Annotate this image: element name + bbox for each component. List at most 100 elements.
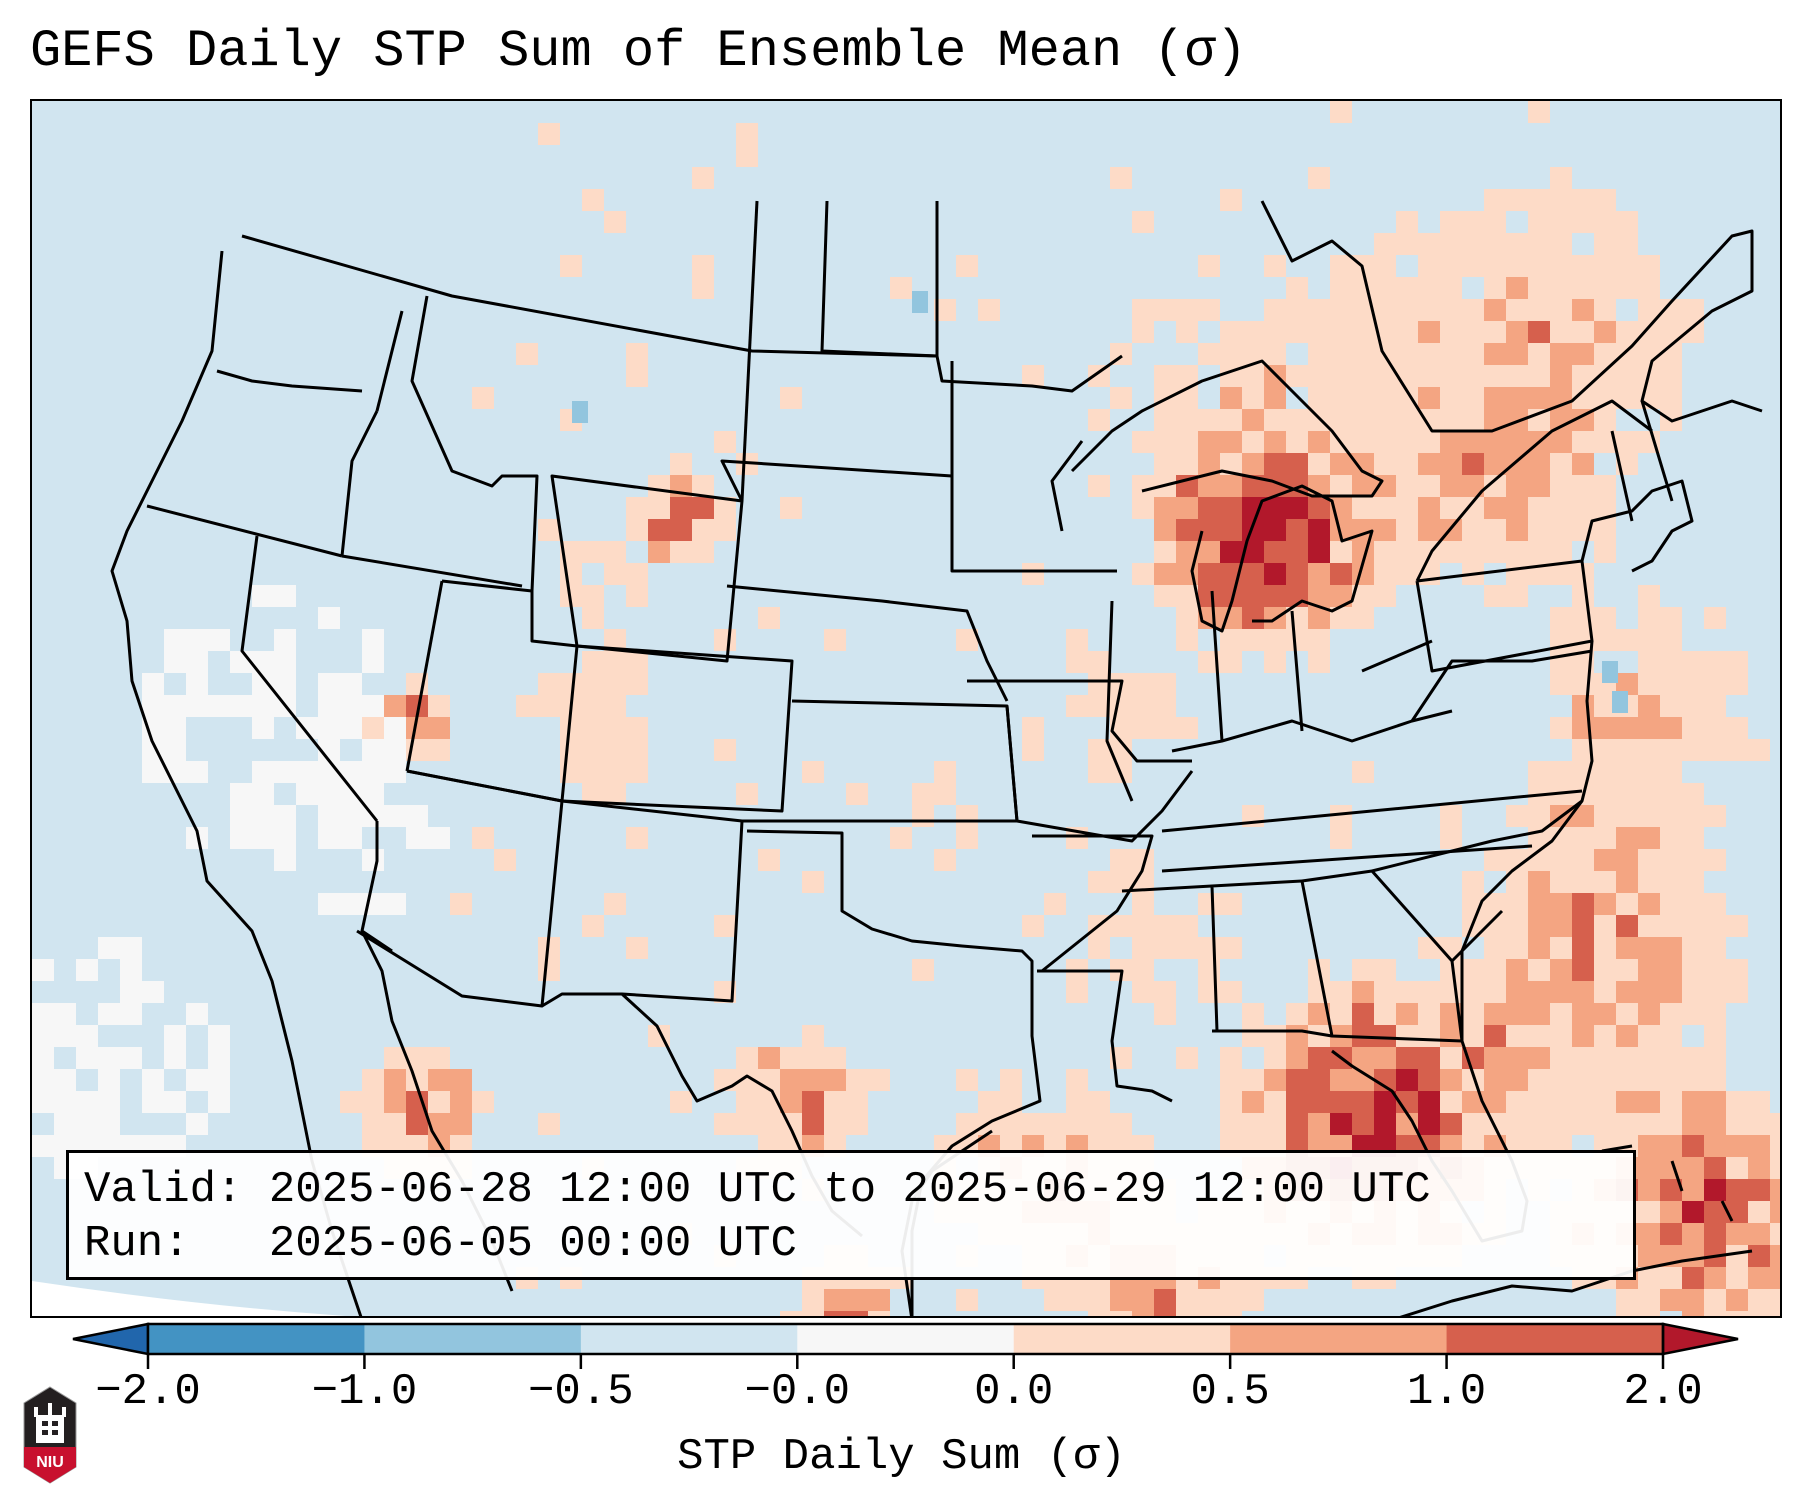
stp-cell [1132,211,1154,233]
stp-cell [736,1113,758,1135]
stp-cell [604,717,626,739]
map-canvas [32,101,1780,1316]
stp-cell [692,519,714,541]
stp-cell [274,849,296,871]
stp-cell [1308,453,1330,475]
stp-cell [1242,475,1264,497]
stp-cell [318,783,340,805]
stp-cell [1220,431,1242,453]
stp-cell [1286,453,1308,475]
stp-cell [1528,277,1550,299]
stp-cell [1462,1047,1484,1069]
stp-cell [714,915,736,937]
stp-cell [1638,827,1660,849]
stp-cell [1176,497,1198,519]
stp-cell [406,1091,428,1113]
stp-cell [1682,1047,1704,1069]
stp-cell [1550,849,1572,871]
stp-cell [736,1091,758,1113]
stp-cell [1022,563,1044,585]
stp-cell [1242,343,1264,365]
niu-logo-text: NIU [36,1454,64,1471]
stp-cell [1330,541,1352,563]
stp-cell [318,717,340,739]
stp-cell [54,1025,76,1047]
stp-cell [1330,1091,1352,1113]
stp-cell [1660,673,1682,695]
stp-cell [582,761,604,783]
stp-cell [1330,519,1352,541]
stp-cell [1550,1047,1572,1069]
stp-cell [1726,1113,1748,1135]
colorbar-segment [1446,1324,1664,1354]
stp-cell [1462,299,1484,321]
colorbar-segment [580,1324,798,1354]
stp-cell [406,805,428,827]
stp-cell [1550,541,1572,563]
stp-cell [1484,299,1506,321]
stp-cell [1330,277,1352,299]
stp-cell [1726,981,1748,1003]
stp-cell [1418,1069,1440,1091]
stp-cell [384,739,406,761]
stp-cell [1528,343,1550,365]
stp-cell [252,761,274,783]
stp-cell [1704,805,1726,827]
stp-cell [318,805,340,827]
stp-cell [1330,343,1352,365]
stp-cell [1220,453,1242,475]
stp-cell [1440,827,1462,849]
stp-cell [1440,959,1462,981]
stp-cell [1132,695,1154,717]
stp-cell [1682,783,1704,805]
stp-cell [1726,1267,1748,1289]
stp-cell [1550,981,1572,1003]
stp-cell [98,1069,120,1091]
stp-cell [1440,343,1462,365]
stp-cell [1660,387,1682,409]
stp-cell [1308,1047,1330,1069]
stp-cell [1528,1069,1550,1091]
stp-cell [1418,1003,1440,1025]
stp-cell [362,717,384,739]
stp-cell [582,783,604,805]
stp-cell [98,1047,120,1069]
stp-cell [1396,321,1418,343]
stp-cell [252,827,274,849]
stp-cell [1506,1113,1528,1135]
stp-cell [1418,321,1440,343]
stp-cell [1352,365,1374,387]
stp-cell [1704,849,1726,871]
nevada-east-border [405,580,444,772]
stp-cell [1462,255,1484,277]
stp-cell [1176,541,1198,563]
stp-cell [1396,563,1418,585]
stp-cell [1154,519,1176,541]
stp-cell [1660,1179,1682,1201]
stp-cell [1704,607,1726,629]
stp-cell [1308,167,1330,189]
stp-cell [1242,541,1264,563]
stp-cell [560,673,582,695]
stp-cell [1484,387,1506,409]
stp-cell [868,1289,890,1311]
colorbar-tick-label: 0.0 [974,1367,1054,1417]
stp-cell [1550,1091,1572,1113]
stp-cell [604,695,626,717]
stp-cell [1088,673,1110,695]
stp-cell [472,387,494,409]
stp-cell [1572,805,1594,827]
stp-cell [1550,915,1572,937]
stp-cell [340,1091,362,1113]
stp-cell [1682,1311,1704,1316]
stp-cell [1418,431,1440,453]
stp-cell [1528,101,1550,123]
stp-cell [1682,1245,1704,1267]
stp-cell [802,1311,824,1316]
stp-cell [1418,277,1440,299]
stp-cell [1066,1091,1088,1113]
stp-cell [1550,321,1572,343]
stp-cell [846,1289,868,1311]
stp-cell [1550,409,1572,431]
washington-oregon-border [216,369,363,393]
